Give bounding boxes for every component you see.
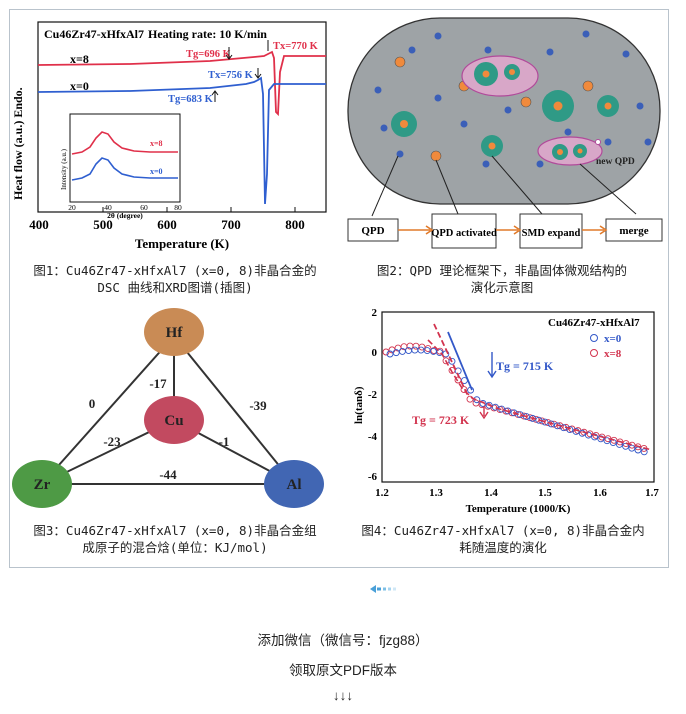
box-qpd-activated: QPD activated — [431, 228, 497, 239]
data-point — [584, 431, 592, 439]
dh-zr-al: -44 — [159, 467, 177, 482]
fig1-tx-x8: Tx=770 K — [273, 41, 319, 52]
atom-hf: Hf — [166, 325, 184, 341]
fig4-title: Cu46Zr47-xHfxAl7 — [548, 317, 640, 329]
dh-hf-cu: -17 — [149, 376, 167, 391]
data-point — [436, 349, 444, 357]
y-tick: -6 — [368, 471, 378, 483]
data-point — [628, 444, 636, 452]
fig1-caption: 图1：Cu46Zr47-xHfxAl7 (x=0, 8)非晶合金的 DSC 曲线… — [33, 263, 317, 295]
data-point — [591, 433, 599, 441]
y-tick: 2 — [372, 307, 378, 319]
fig1-heating-rate: Heating rate: 10 K/min — [148, 27, 267, 41]
data-point — [448, 357, 456, 365]
fig1-title: Cu46Zr47-xHfxAl7 — [44, 27, 144, 41]
fig2-caption: 图2：QPD 理论框架下，非晶固体微观结构的 演化示意图 — [376, 263, 628, 295]
fig1-x-ticks: 400 500 600 700 800 — [29, 217, 305, 232]
fig2-schematic: new QPD QPD QPD activated SMD expand mer… — [347, 17, 663, 249]
y-tick: -4 — [368, 431, 378, 443]
fig1-tg-x0: Tg=683 K — [168, 94, 214, 105]
fig4-friction-chart: Cu46Zr47-xHfxAl7 x=0 x=8 ln(tanδ) Temper… — [353, 307, 659, 515]
fig2-smd-clusters — [391, 90, 619, 157]
fig4-x-label: Temperature (1000/K) — [466, 503, 571, 515]
atom-zr: Zr — [34, 477, 51, 493]
data-point — [460, 386, 468, 394]
x-tick: 1.6 — [593, 487, 607, 499]
fig1-y-label: Heat flow (a.u.) Endo. — [11, 87, 25, 200]
data-point — [473, 396, 481, 404]
x-tick: 1.5 — [538, 487, 552, 499]
x-tick: 800 — [285, 217, 305, 232]
inset-series-x0 — [71, 157, 178, 181]
fig2-boxes: QPD QPD activated SMD expand merge — [347, 213, 663, 249]
fig4-caption: 图4：Cu46Zr47-xHfxAl7 (x=0, 8)非晶合金内 耗随温度的演… — [361, 523, 645, 555]
fig1-series-x0 — [37, 76, 326, 205]
x-tick: 500 — [93, 217, 113, 232]
x-tick: 1.2 — [375, 487, 389, 499]
data-point — [547, 420, 555, 428]
inset-x-tick: 60 — [140, 203, 148, 212]
fig1-xrd-inset: x=8 x=0 Intensity (a.u.) 20 40 60 80 2θ … — [60, 113, 182, 220]
x-tick: 1.3 — [429, 487, 443, 499]
inset-x-label: 2θ (degree) — [107, 211, 143, 220]
dh-hf-al: -39 — [249, 398, 267, 413]
inset-x-tick: 80 — [174, 203, 182, 212]
dh-hf-zr: 0 — [89, 396, 96, 411]
fig4-tg-x0: Tg = 715 K — [496, 359, 554, 373]
dh-zr-cu: -23 — [103, 434, 121, 449]
fig3-caption: 图3：Cu46Zr47-xHfxAl7 (x=0, 8)非晶合金组 成原子的混合… — [33, 523, 317, 555]
x-tick: 1.7 — [645, 487, 659, 499]
inset-series-x8 — [71, 131, 178, 155]
x-tick: 600 — [157, 217, 177, 232]
x-tick: 1.4 — [484, 487, 498, 499]
data-point — [622, 442, 630, 450]
footer-pdf-line: 领取原文PDF版本 — [289, 663, 397, 678]
box-merge: merge — [619, 225, 648, 237]
fig1-dsc-chart: Cu46Zr47-xHfxAl7 Heating rate: 10 K/min … — [11, 21, 327, 251]
fig1-tg-x8: Tg=696 K — [186, 49, 232, 60]
decorative-arrow-icon — [370, 585, 396, 593]
data-point — [640, 448, 648, 456]
y-tick: 0 — [372, 347, 378, 359]
fig3-enthalpy-diagram: -17 0 -39 -23 -1 -44 Hf Cu Zr Al — [12, 308, 324, 508]
fig1-tx-x0: Tx=756 K — [208, 70, 254, 81]
data-point — [510, 409, 518, 417]
box-qpd: QPD — [361, 225, 384, 237]
fig1-x-label: Temperature (K) — [135, 236, 229, 251]
atom-cu: Cu — [164, 413, 183, 429]
inset-x-tick: 40 — [104, 203, 112, 212]
x-tick: 700 — [221, 217, 241, 232]
inset-legend-x0: x=0 — [150, 167, 163, 176]
fig1-series-x8 — [37, 50, 326, 117]
footer-arrows: ↓↓↓ — [332, 688, 354, 703]
dh-cu-al: -1 — [219, 434, 230, 449]
fig2-new-qpd-label: new QPD — [596, 157, 635, 167]
data-point — [485, 401, 493, 409]
fig4-tg-x8: Tg = 723 K — [412, 413, 470, 427]
data-point — [479, 400, 487, 407]
fig1-legend-x0: x=0 — [70, 79, 89, 93]
inset-legend-x8: x=8 — [150, 139, 163, 148]
x-tick: 400 — [29, 217, 49, 232]
atom-al: Al — [287, 477, 302, 493]
data-point — [386, 350, 394, 358]
fig1-legend-x8: x=8 — [70, 52, 89, 66]
fig4-legend-x0: x=0 — [604, 333, 622, 345]
data-point — [603, 437, 611, 445]
fig4-legend-x8: x=8 — [604, 348, 622, 360]
footer-wechat-line: 添加微信（微信号：fjzg88） — [257, 633, 429, 648]
y-tick: -2 — [368, 389, 378, 401]
box-smd-expand: SMD expand — [522, 228, 581, 239]
data-point — [522, 413, 530, 420]
inset-y-label: Intensity (a.u.) — [60, 148, 68, 190]
fig4-y-label: ln(tanδ) — [353, 386, 365, 424]
fig3-atoms: Hf Cu Zr Al — [12, 308, 324, 508]
data-point — [566, 426, 574, 433]
data-point — [382, 348, 390, 356]
inset-x-tick: 20 — [68, 203, 76, 212]
